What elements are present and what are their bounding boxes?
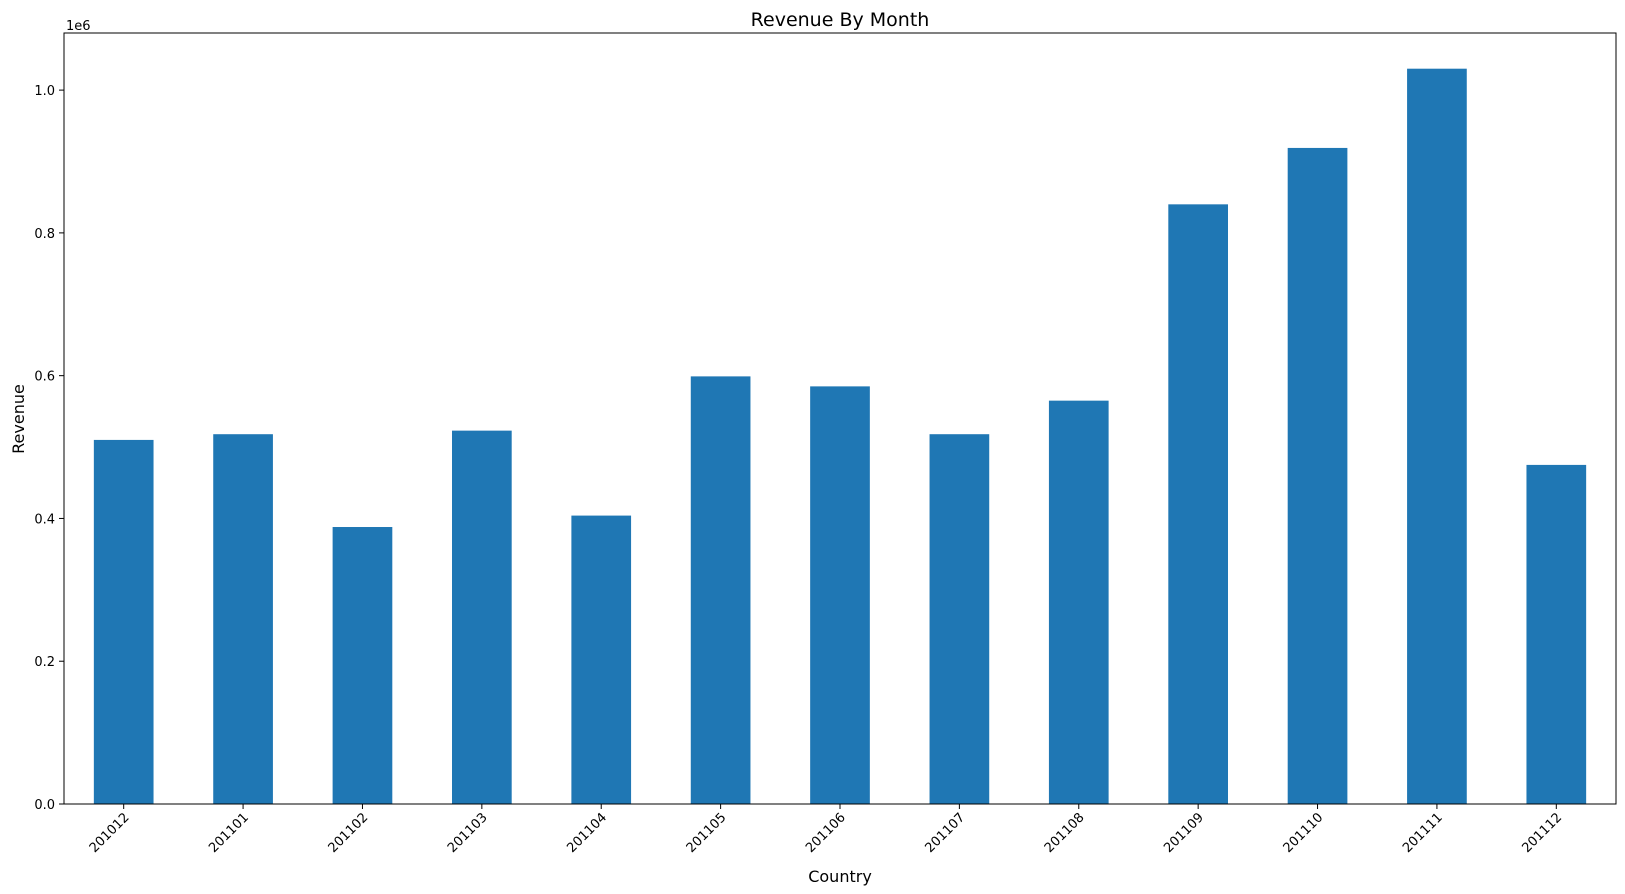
x-tick-label: 201101 bbox=[206, 810, 252, 856]
bar-201111 bbox=[1407, 68, 1467, 804]
plot-frame bbox=[63, 32, 1617, 805]
bar-201106 bbox=[810, 386, 870, 804]
y-tick-label: 0.2 bbox=[34, 655, 55, 670]
bar-201102 bbox=[332, 527, 393, 804]
x-axis-label: Country bbox=[808, 867, 872, 886]
y-tick-label: 0.4 bbox=[34, 512, 55, 527]
x-tick-label: 201112 bbox=[1519, 810, 1565, 856]
bar-201101 bbox=[213, 434, 273, 804]
bars-group bbox=[93, 68, 1587, 805]
bar-201103 bbox=[452, 430, 512, 804]
chart-title: Revenue By Month bbox=[751, 9, 930, 31]
y-offset-label: 1e6 bbox=[66, 19, 91, 34]
y-tick-label: 0.8 bbox=[34, 227, 55, 242]
x-tick-label: 201106 bbox=[803, 810, 849, 856]
bar-201107 bbox=[929, 434, 990, 804]
x-tick-label: 201104 bbox=[564, 810, 610, 856]
x-tick-label: 201105 bbox=[684, 810, 730, 856]
y-axis: 0.0 0.2 0.4 0.6 0.8 1.0 bbox=[34, 84, 64, 813]
x-tick-label: 201110 bbox=[1281, 810, 1327, 856]
bar-201012 bbox=[93, 439, 154, 804]
x-axis: 201012 201101 201102 201103 201104 201105 2011… bbox=[87, 804, 1565, 856]
y-tick-label: 1.0 bbox=[34, 84, 55, 99]
bar-201104 bbox=[571, 515, 632, 804]
x-tick-label: 201103 bbox=[445, 810, 491, 856]
bar-201110 bbox=[1287, 147, 1348, 805]
x-tick-label: 201109 bbox=[1161, 810, 1207, 856]
y-tick-label: 0.6 bbox=[34, 370, 55, 385]
y-tick-label: 0.0 bbox=[34, 798, 55, 813]
x-tick-label: 201111 bbox=[1400, 810, 1446, 856]
x-tick-label: 201107 bbox=[923, 810, 969, 856]
y-axis-label: Revenue bbox=[9, 384, 28, 454]
bar-201109 bbox=[1168, 204, 1228, 805]
bar-201105 bbox=[690, 376, 751, 804]
bar-201112 bbox=[1526, 464, 1587, 804]
x-tick-label: 201108 bbox=[1042, 810, 1088, 856]
x-tick-label: 201012 bbox=[87, 810, 133, 856]
bar-201108 bbox=[1048, 400, 1109, 804]
x-tick-label: 201102 bbox=[326, 810, 372, 856]
